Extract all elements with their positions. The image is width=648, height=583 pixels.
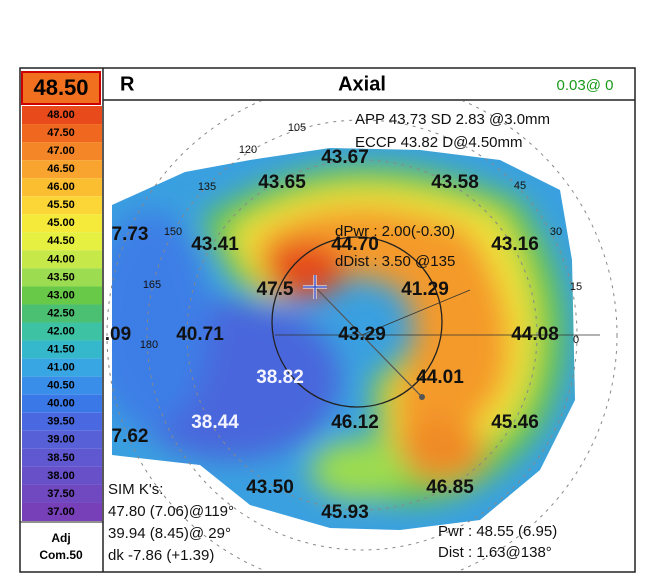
scale-label: 40.50 <box>47 380 75 392</box>
map-value: 44.08 <box>511 324 559 345</box>
map-value: 45.93 <box>321 502 369 523</box>
scale-swatch <box>22 268 102 287</box>
map-value: 43.50 <box>246 477 294 498</box>
scale-label: 48.00 <box>47 109 75 121</box>
scale-swatch <box>22 412 102 431</box>
map-value: 43.65 <box>258 172 306 193</box>
info-text: ECCP 43.82 D@4.50mm <box>355 134 523 151</box>
scale-swatch <box>22 358 102 377</box>
scale-swatch <box>22 286 102 305</box>
scale-label: 39.50 <box>47 416 75 428</box>
scale-label: 38.00 <box>47 470 75 482</box>
angle-label: 135 <box>198 181 216 193</box>
map-value: 46.85 <box>426 477 474 498</box>
info-text: dDist : 3.50 @135 <box>335 253 455 270</box>
scale-swatch <box>22 142 102 161</box>
scale-swatch <box>22 124 102 143</box>
map-value: 38.82 <box>256 367 304 388</box>
angle-label: 150 <box>164 226 182 238</box>
scale-label: 40.00 <box>47 398 75 410</box>
simk-text: 47.80 (7.06)@119° <box>108 503 234 520</box>
status: 0.03@ 0 <box>557 77 614 94</box>
map-value: 7.73 <box>112 224 149 245</box>
map-value: 43.67 <box>321 147 369 168</box>
scale-label: 45.00 <box>47 217 75 229</box>
scale-swatch <box>22 322 102 341</box>
scale-swatch <box>22 160 102 179</box>
scale-label: 43.50 <box>47 271 75 283</box>
scale-label: 46.50 <box>47 163 75 175</box>
scale-label: 47.50 <box>47 127 75 139</box>
current-box <box>21 71 101 105</box>
map-value: 44.01 <box>416 367 464 388</box>
scale-swatch <box>22 214 102 233</box>
scale-label: 38.50 <box>47 452 75 464</box>
angle-label: 120 <box>239 144 257 156</box>
map-title: Axial <box>338 73 386 95</box>
map-value: 43.58 <box>431 172 479 193</box>
map-value: .09 <box>105 324 131 345</box>
angle-label: 165 <box>143 279 161 291</box>
info-text: APP 43.73 SD 2.83 @3.0mm <box>355 111 550 128</box>
scale-label: 39.00 <box>47 434 75 446</box>
angle-label: 45 <box>514 180 526 192</box>
angle-label: 180 <box>140 339 158 351</box>
scale-swatch <box>22 448 102 467</box>
scale-label: 46.00 <box>47 181 75 193</box>
current-value: 48.50 <box>33 75 88 100</box>
scale-label: 41.00 <box>47 362 75 374</box>
scale-swatch <box>22 106 102 125</box>
map-value: 47.5 <box>257 279 294 300</box>
map-value: 43.41 <box>191 234 239 255</box>
angle-label: 15 <box>570 281 582 293</box>
scale-label: 47.00 <box>47 145 75 157</box>
scale-swatch <box>22 196 102 215</box>
scale-label: 44.00 <box>47 253 75 265</box>
scale-swatch <box>22 484 102 503</box>
scale-swatch <box>22 178 102 197</box>
map-value: 40.71 <box>176 324 224 345</box>
map-value: 41.29 <box>401 279 449 300</box>
scale-label: 45.50 <box>47 199 75 211</box>
scale-swatch <box>22 250 102 269</box>
scale-label: 42.00 <box>47 325 75 337</box>
scale-label: 41.50 <box>47 343 75 355</box>
angle-label: 30 <box>550 226 562 238</box>
scale-swatch <box>22 466 102 485</box>
simk-text: dk -7.86 (+1.39) <box>108 547 214 564</box>
simk-text: SIM K's: <box>108 481 163 498</box>
footer-label: Adj <box>51 531 70 545</box>
footer-label: Com.50 <box>39 548 83 562</box>
scale-swatch <box>22 394 102 413</box>
scale-label: 42.50 <box>47 307 75 319</box>
map-value: 45.46 <box>491 412 539 433</box>
scale-swatch <box>22 304 102 323</box>
scale-label: 44.50 <box>47 235 75 247</box>
angle-label: 0 <box>573 334 579 346</box>
info-text: dPwr : 2.00(-0.30) <box>335 223 455 240</box>
map-value: 43.16 <box>491 234 539 255</box>
pwr-text: Pwr : 48.55 (6.95) <box>438 523 557 540</box>
scale-swatch <box>22 430 102 449</box>
map-value: 46.12 <box>331 412 379 433</box>
map-value: 44.70 <box>331 234 379 255</box>
map-value: 38.44 <box>191 412 239 433</box>
scale-swatch <box>22 232 102 251</box>
eye: R <box>120 73 135 95</box>
pwr-text: Dist : 1.63@138° <box>438 544 552 561</box>
angle-label: 105 <box>288 122 306 134</box>
scale-label: 37.50 <box>47 488 75 500</box>
simk-text: 39.94 (8.45)@ 29° <box>108 525 231 542</box>
scale-swatch <box>22 340 102 359</box>
map-value: 43.29 <box>338 324 386 345</box>
scale-label: 43.00 <box>47 289 75 301</box>
scale-label: 37.00 <box>47 506 75 518</box>
scale-swatch <box>22 502 102 521</box>
map-value: 7.62 <box>112 426 149 447</box>
scale-swatch <box>22 376 102 395</box>
